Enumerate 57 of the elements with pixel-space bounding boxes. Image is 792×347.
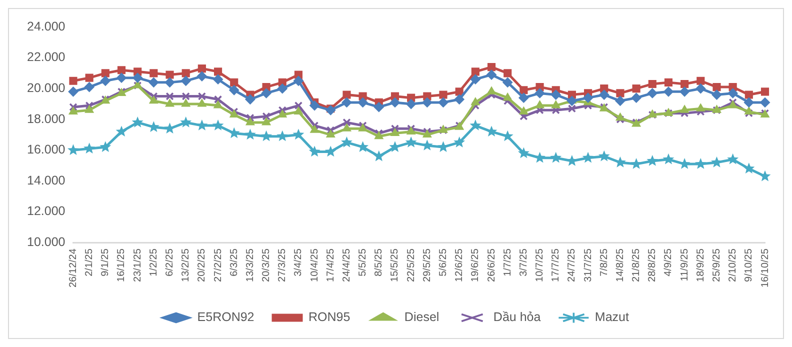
- x-tick-label: 7/8/25: [598, 248, 610, 276]
- y-tick-label: 12.000: [27, 204, 66, 218]
- x-tick-label: 20/2/25: [196, 248, 208, 282]
- x-tick-label: 28/8/25: [647, 248, 658, 282]
- x-tick-label: 19/6/25: [470, 248, 482, 282]
- x-tick-label: 3/7/25: [518, 248, 530, 276]
- x-tick-label: 10/4/25: [309, 248, 320, 282]
- x-tick-label: 12/6/25: [454, 248, 466, 282]
- x-tick-label: 27/3/25: [277, 248, 288, 282]
- x-tick-label: 14/8/25: [614, 248, 626, 282]
- x-tick-label: 24/4/25: [341, 248, 352, 282]
- x-tick-label: 29/5/25: [422, 248, 433, 282]
- x-tick-label: 25/9/25: [711, 248, 722, 282]
- legend-label: Dầu hỏa: [493, 310, 541, 324]
- x-tick-label: 9/1/25: [100, 248, 112, 276]
- x-tick-label: 24/7/25: [566, 248, 578, 282]
- x-tick-label: 8/5/25: [374, 248, 385, 276]
- y-tick-label: 20.000: [27, 81, 66, 96]
- y-tick-label: 24.000: [27, 19, 66, 34]
- x-tick-label: 3/4/25: [293, 248, 304, 276]
- x-tick-label: 27/2/25: [212, 248, 224, 282]
- x-tick-label: 4/9/25: [663, 248, 674, 276]
- x-tick-label: 6/2/25: [164, 248, 176, 276]
- x-tick-label: 10/7/25: [534, 248, 546, 282]
- x-tick-label: 2/10/25: [728, 248, 739, 282]
- x-tick-label: 23/1/25: [132, 248, 144, 282]
- x-tick-label: 15/5/25: [390, 248, 401, 282]
- x-tick-label: 21/8/25: [631, 248, 642, 282]
- x-tick-label: 16/10/25: [760, 248, 771, 288]
- legend-label: RON95: [308, 310, 350, 324]
- x-tick-label: 17/4/25: [325, 248, 336, 282]
- y-tick-label: 14.000: [27, 173, 66, 188]
- x-tick-label: 18/9/25: [695, 248, 706, 282]
- legend-label: E5RON92: [197, 310, 254, 324]
- x-tick-label: 20/3/25: [261, 248, 272, 282]
- x-tick-label: 2/1/25: [84, 248, 96, 276]
- x-tick-label: 17/7/25: [550, 248, 562, 282]
- x-tick-label: 5/6/25: [438, 248, 449, 276]
- legend-label: Mazut: [594, 310, 630, 324]
- x-tick-label: 16/1/25: [116, 248, 128, 282]
- x-tick-label: 13/2/25: [180, 248, 192, 282]
- x-tick-label: 1/7/25: [502, 248, 514, 276]
- y-tick-label: 10.000: [27, 235, 66, 250]
- x-tick-label: 13/3/25: [244, 248, 256, 282]
- x-tick-label: 22/5/25: [406, 248, 417, 282]
- x-tick-label: 26/12/24: [68, 248, 79, 288]
- x-tick-label: 11/9/25: [679, 248, 690, 282]
- x-tick-label: 26/6/25: [486, 248, 498, 282]
- x-tick-label: 6/3/25: [228, 248, 240, 276]
- y-tick-label: 18.000: [27, 112, 66, 126]
- legend-label: Diesel: [404, 310, 440, 324]
- x-tick-label: 1/2/25: [148, 248, 160, 276]
- x-tick-label: 9/10/25: [744, 248, 755, 282]
- y-tick-label: 22.000: [27, 50, 66, 64]
- x-tick-label: 5/5/25: [358, 248, 369, 276]
- y-tick-label: 16.000: [27, 142, 66, 157]
- x-tick-label: 31/7/25: [582, 248, 594, 282]
